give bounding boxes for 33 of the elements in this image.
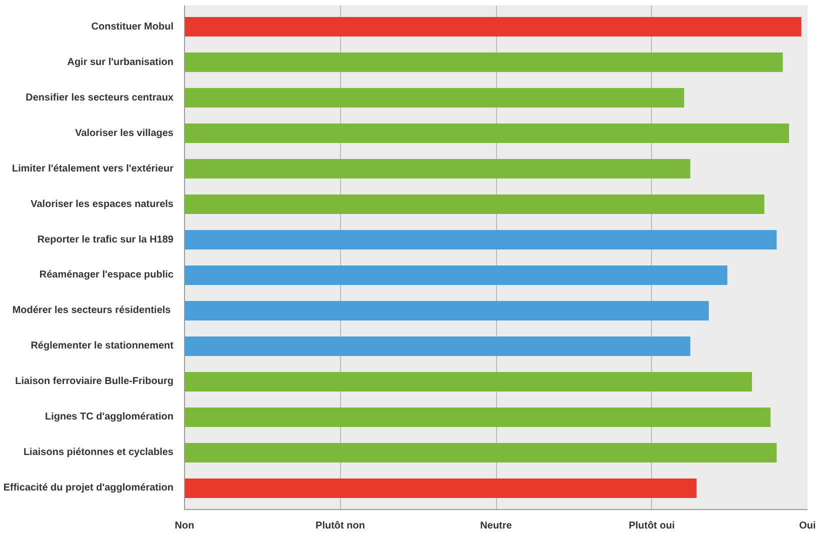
y-tick-label: Valoriser les villages bbox=[75, 128, 174, 139]
y-tick-label: Valoriser les espaces naturels bbox=[30, 198, 174, 210]
y-tick-label: Lignes TC d'agglomération bbox=[45, 412, 174, 423]
bar bbox=[184, 372, 752, 392]
text: Plutôt non bbox=[316, 520, 365, 532]
y-tick-label: Efficacité du projet d'agglomération bbox=[3, 482, 174, 494]
y-tick-label: Reporter le trafic sur la H189 bbox=[37, 234, 174, 246]
y-tick-label: Liaisons piétonnes et cyclables bbox=[23, 447, 174, 458]
bar bbox=[184, 17, 802, 37]
y-tick-label: Limiter l'étalement vers l'extérieur bbox=[12, 163, 174, 174]
y-tick-label: Densifier les secteurs centraux bbox=[26, 92, 174, 104]
bar bbox=[184, 442, 777, 462]
bar bbox=[184, 336, 690, 356]
text: Neutre bbox=[480, 520, 512, 532]
y-tick-label: Constituer Mobul bbox=[91, 21, 174, 32]
text: Plutôt oui bbox=[628, 520, 676, 532]
bar bbox=[184, 124, 789, 144]
y-tick-label: Réglementer le stationnement bbox=[30, 340, 174, 352]
bar bbox=[184, 88, 684, 108]
y-tick-label: Modérer les secteurs résidentiels bbox=[12, 305, 172, 316]
y-tick-label: Réaménager l'espace public bbox=[39, 270, 174, 281]
bar bbox=[184, 300, 709, 320]
bar bbox=[184, 52, 783, 72]
bar bbox=[184, 478, 696, 498]
bar bbox=[184, 230, 777, 250]
text: Non bbox=[174, 520, 194, 532]
bar bbox=[184, 194, 764, 214]
text: Oui bbox=[799, 520, 816, 532]
bar bbox=[184, 407, 770, 427]
y-tick-label: Liaison ferroviaire Bulle-Fribourg bbox=[15, 376, 174, 388]
bar bbox=[184, 265, 728, 286]
bar bbox=[184, 159, 690, 179]
y-tick-label: Agir sur l'urbanisation bbox=[67, 56, 174, 68]
